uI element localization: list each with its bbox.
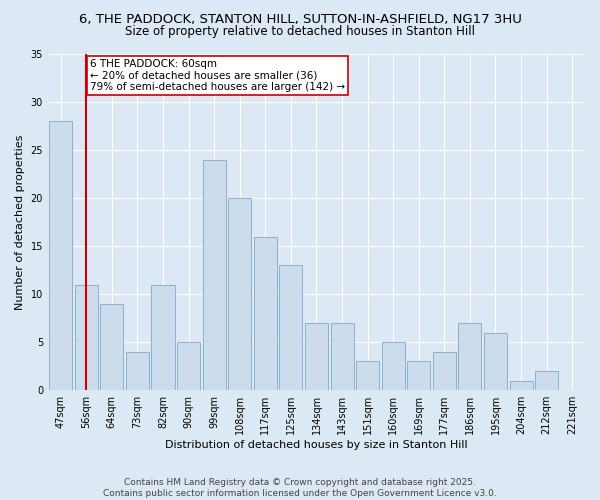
Text: Contains HM Land Registry data © Crown copyright and database right 2025.
Contai: Contains HM Land Registry data © Crown c… <box>103 478 497 498</box>
Bar <box>433 352 456 390</box>
Bar <box>382 342 404 390</box>
Bar <box>331 323 353 390</box>
Bar <box>356 362 379 390</box>
Bar <box>254 236 277 390</box>
Bar <box>458 323 481 390</box>
Bar <box>228 198 251 390</box>
Bar <box>509 380 533 390</box>
Bar <box>75 284 98 390</box>
Bar <box>484 332 507 390</box>
Bar <box>177 342 200 390</box>
Bar <box>203 160 226 390</box>
X-axis label: Distribution of detached houses by size in Stanton Hill: Distribution of detached houses by size … <box>165 440 468 450</box>
Text: Size of property relative to detached houses in Stanton Hill: Size of property relative to detached ho… <box>125 25 475 38</box>
Y-axis label: Number of detached properties: Number of detached properties <box>15 134 25 310</box>
Bar <box>151 284 175 390</box>
Bar <box>407 362 430 390</box>
Bar <box>100 304 124 390</box>
Bar <box>126 352 149 390</box>
Bar <box>49 121 72 390</box>
Text: 6 THE PADDOCK: 60sqm
← 20% of detached houses are smaller (36)
79% of semi-detac: 6 THE PADDOCK: 60sqm ← 20% of detached h… <box>90 59 345 92</box>
Text: 6, THE PADDOCK, STANTON HILL, SUTTON-IN-ASHFIELD, NG17 3HU: 6, THE PADDOCK, STANTON HILL, SUTTON-IN-… <box>79 12 521 26</box>
Bar <box>535 371 558 390</box>
Bar <box>305 323 328 390</box>
Bar <box>280 266 302 390</box>
